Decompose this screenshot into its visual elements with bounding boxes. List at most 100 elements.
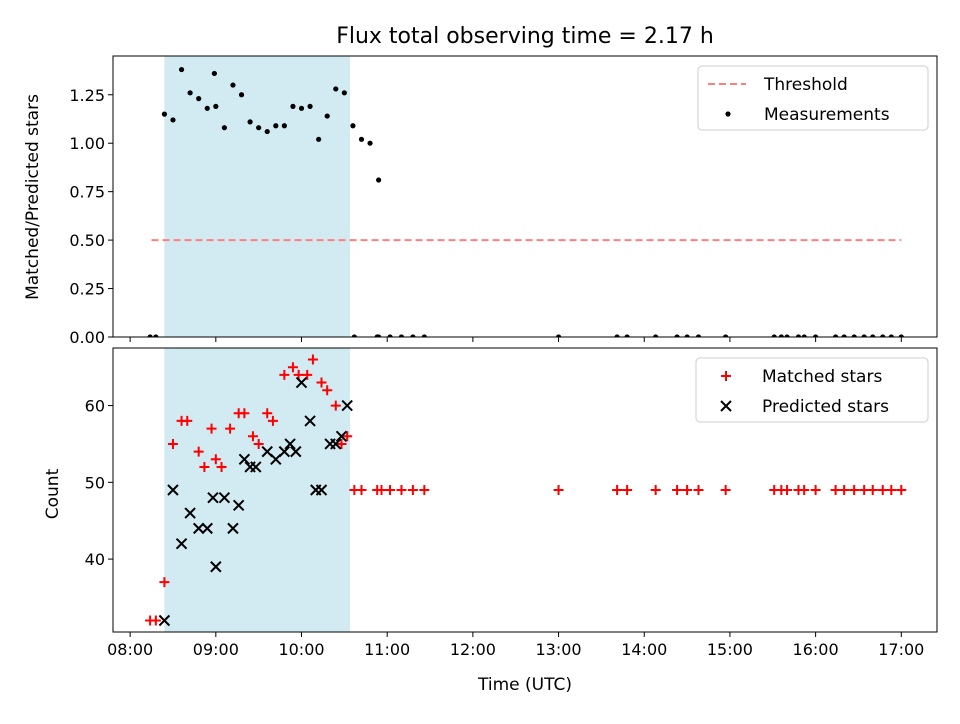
matched-stars-point bbox=[376, 485, 387, 495]
axes-frame bbox=[112, 347, 938, 633]
matched-stars-point bbox=[867, 485, 878, 495]
measurements-point bbox=[238, 92, 245, 98]
measurements-point bbox=[674, 334, 680, 337]
matched-stars-point bbox=[839, 485, 850, 495]
top-y-axis-label: Matched/Predicted stars bbox=[23, 94, 43, 300]
matched-stars-point bbox=[267, 415, 278, 426]
measurements-point bbox=[771, 334, 777, 337]
legend-predicted-stars-label: Predicted stars bbox=[762, 397, 889, 417]
measurements-point bbox=[281, 123, 287, 129]
bottom-panel: 08:00 09:00 10:00 11:00 12:00 13:00 14:00 15:00… bbox=[85, 347, 938, 659]
matched-stars-point bbox=[877, 485, 888, 495]
x-tick-label: 09:00 bbox=[193, 640, 239, 659]
matched-stars-point bbox=[396, 485, 407, 495]
y-tick-label: 50 bbox=[85, 473, 105, 492]
legend: Matched stars Predicted stars bbox=[695, 357, 929, 423]
x-tick-label: 08:00 bbox=[107, 640, 153, 659]
predicted-stars-point bbox=[207, 491, 219, 504]
matched-stars-point bbox=[682, 485, 693, 495]
predicted-stars-point bbox=[201, 522, 213, 535]
matched-stars-point bbox=[342, 431, 353, 442]
measurements-point bbox=[316, 136, 322, 142]
measurements-point bbox=[888, 334, 894, 337]
legend-measurements-swatch bbox=[725, 111, 731, 117]
matched-stars-point bbox=[182, 415, 193, 426]
matched-stars-point bbox=[302, 369, 313, 380]
y-tick-label: 40 bbox=[85, 550, 105, 569]
measurements-point bbox=[795, 334, 802, 337]
axes-frame bbox=[112, 55, 938, 338]
matched-stars-point bbox=[322, 385, 333, 396]
x-tick-label: 13:00 bbox=[536, 640, 582, 659]
matched-stars-point bbox=[216, 461, 227, 472]
matched-stars-point bbox=[419, 485, 430, 495]
measurements-point bbox=[421, 334, 427, 337]
predicted-stars-point bbox=[341, 399, 353, 412]
measurements-point bbox=[247, 119, 253, 125]
matched-stars-point bbox=[167, 438, 178, 449]
plot-area bbox=[147, 66, 904, 337]
predicted-stars-point bbox=[167, 484, 179, 496]
measurements-point bbox=[324, 113, 330, 119]
predicted-stars-point bbox=[304, 415, 316, 427]
predicted-stars-point bbox=[218, 491, 231, 504]
measurements-point bbox=[341, 90, 347, 96]
matched-stars-point bbox=[159, 577, 170, 588]
matched-stars-point bbox=[316, 377, 327, 388]
matched-stars-point bbox=[849, 485, 860, 495]
measurements-point bbox=[256, 125, 262, 131]
matched-stars-point bbox=[210, 454, 221, 465]
matched-stars-point bbox=[810, 485, 821, 495]
matched-stars-point bbox=[199, 461, 210, 472]
matched-stars-point bbox=[356, 485, 367, 495]
predicted-stars-point bbox=[175, 538, 188, 550]
matched-stars-point bbox=[650, 485, 661, 495]
measurements-point bbox=[784, 334, 790, 337]
measurements-point bbox=[350, 123, 356, 129]
measurements-point bbox=[624, 334, 630, 337]
matched-stars-point bbox=[896, 485, 907, 495]
matched-stars-point bbox=[336, 438, 347, 449]
matched-stars-point bbox=[672, 485, 683, 495]
measurements-point bbox=[410, 334, 416, 337]
legend: Threshold Measurements bbox=[697, 65, 929, 131]
measurements-point bbox=[851, 334, 857, 337]
matched-stars-point bbox=[287, 362, 298, 373]
measurements-point bbox=[398, 334, 405, 337]
measurements-point bbox=[178, 66, 185, 73]
predicted-stars-point bbox=[330, 438, 342, 450]
measurements-point bbox=[273, 123, 279, 129]
x-axis-label: Time (UTC) bbox=[477, 675, 572, 695]
y-tick-label: 1.00 bbox=[69, 134, 105, 153]
predicted-stars-point bbox=[278, 445, 291, 458]
matched-stars-point bbox=[720, 485, 731, 495]
matched-stars-point bbox=[262, 408, 273, 419]
matched-stars-point bbox=[693, 485, 704, 495]
matched-stars-point bbox=[622, 485, 633, 495]
measurements-point bbox=[187, 90, 193, 96]
measurements-point bbox=[614, 334, 620, 337]
predicted-stars-point bbox=[238, 453, 251, 466]
matched-stars-point bbox=[193, 446, 204, 457]
measurements-point bbox=[204, 105, 210, 111]
matched-stars-point bbox=[253, 438, 264, 449]
matched-stars-point bbox=[225, 423, 236, 434]
matched-stars-point bbox=[330, 400, 341, 411]
measurements-point bbox=[264, 128, 270, 135]
measurements-point bbox=[333, 86, 339, 92]
measurements-point bbox=[833, 334, 839, 337]
predicted-stars-point bbox=[210, 561, 222, 573]
measurements-point bbox=[841, 334, 847, 337]
chart-title: Flux total observing time = 2.17 h bbox=[336, 24, 714, 49]
measurements-point bbox=[170, 117, 176, 123]
measurements-point bbox=[230, 82, 236, 88]
observing-interval-band bbox=[164, 56, 351, 337]
x-tick-label: 10:00 bbox=[278, 640, 324, 659]
measurements-point bbox=[307, 103, 313, 109]
legend-predicted-stars-swatch bbox=[720, 400, 732, 412]
matched-stars-point bbox=[239, 408, 250, 419]
measurements-point bbox=[684, 334, 690, 337]
predicted-stars-point bbox=[158, 614, 171, 627]
bottom-y-axis-label: Count bbox=[43, 468, 63, 519]
legend-measurements-label: Measurements bbox=[764, 105, 890, 125]
